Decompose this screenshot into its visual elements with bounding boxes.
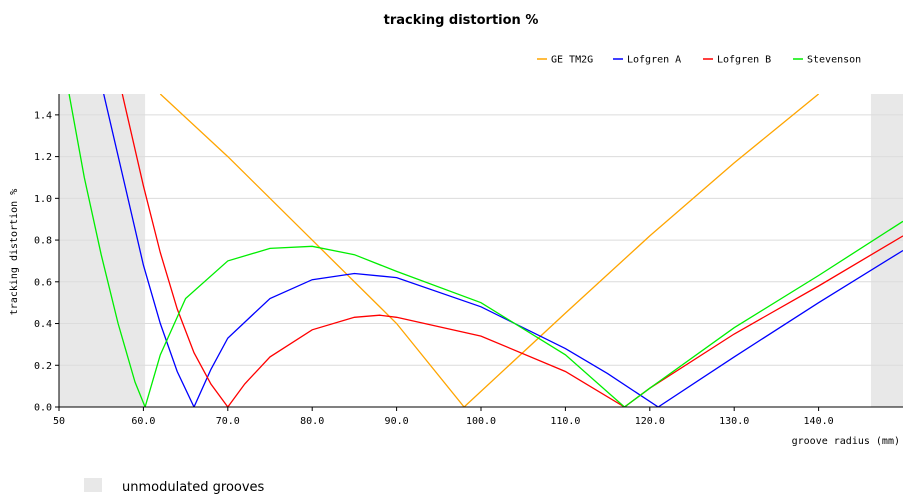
y-tick-label-0: 0.0	[34, 403, 52, 414]
shaded-region-legend-label: unmodulated grooves	[122, 480, 265, 495]
y-tick-label-6: 1.2	[34, 152, 52, 163]
axes	[58, 94, 903, 408]
legend-label-0: GE TM2G	[551, 55, 593, 66]
x-tick-label-3: 80.0	[300, 416, 324, 427]
x-tick-label-0: 50	[53, 416, 65, 427]
series-line-ge-tm2g	[159, 94, 820, 407]
shaded-region-0	[59, 94, 146, 407]
x-tick-label-4: 90.0	[385, 416, 409, 427]
grid	[59, 114, 903, 366]
y-tick-label-4: 0.8	[34, 236, 52, 247]
x-tick-label-9: 140.0	[804, 416, 834, 427]
y-tick-label-3: 0.6	[34, 277, 52, 288]
x-tick-label-2: 70.0	[216, 416, 240, 427]
y-tick-label-1: 0.2	[34, 361, 52, 372]
x-tick-label-8: 130.0	[719, 416, 749, 427]
x-tick-label-1: 60.0	[131, 416, 155, 427]
shaded-regions	[59, 94, 903, 407]
legend-label-1: Lofgren A	[627, 55, 681, 66]
legend-label-2: Lofgren B	[717, 55, 771, 66]
x-axis-ticks: 50 60.0 70.0 80.0 90.0 100.0 110.0 120.0 130.0 14…	[53, 407, 834, 427]
chart-title: tracking distortion %	[384, 13, 539, 28]
y-axis-ticks: 0.0 0.2 0.4 0.6 0.8 1.0 1.2 1.4	[34, 110, 59, 414]
legend: GE TM2G Lofgren A Lofgren B Stevenson	[537, 55, 861, 66]
x-axis-label: groove radius (mm)	[792, 436, 900, 447]
series-line-stevenson	[68, 94, 903, 407]
x-tick-label-5: 100.0	[466, 416, 496, 427]
series-line-lofgren-a	[103, 94, 903, 407]
x-tick-label-7: 120.0	[635, 416, 665, 427]
y-tick-label-7: 1.4	[34, 110, 52, 121]
y-tick-label-5: 1.0	[34, 194, 52, 205]
series-lines	[68, 94, 903, 407]
shaded-region-legend-swatch	[84, 478, 102, 492]
y-tick-label-2: 0.4	[34, 319, 52, 330]
x-tick-label-6: 110.0	[550, 416, 580, 427]
shaded-region-1	[870, 94, 903, 407]
series-line-lofgren-b	[121, 94, 903, 407]
legend-label-3: Stevenson	[807, 55, 861, 66]
y-axis-label: tracking distortion %	[9, 189, 20, 315]
